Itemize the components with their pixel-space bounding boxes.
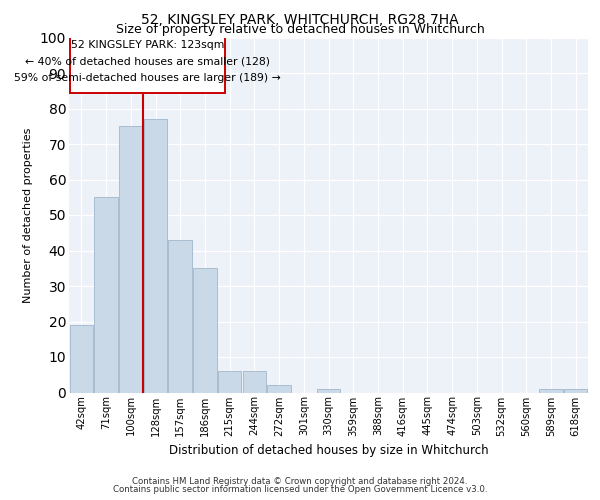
- Text: 59% of semi-detached houses are larger (189) →: 59% of semi-detached houses are larger (…: [14, 72, 281, 83]
- Bar: [193, 268, 217, 392]
- FancyBboxPatch shape: [70, 36, 224, 92]
- Bar: [144, 119, 167, 392]
- Bar: [268, 386, 291, 392]
- Bar: [94, 197, 118, 392]
- Text: ← 40% of detached houses are smaller (128): ← 40% of detached houses are smaller (12…: [25, 56, 270, 66]
- Bar: [119, 126, 143, 392]
- X-axis label: Distribution of detached houses by size in Whitchurch: Distribution of detached houses by size …: [169, 444, 488, 457]
- Bar: [564, 389, 587, 392]
- Bar: [539, 389, 563, 392]
- Y-axis label: Number of detached properties: Number of detached properties: [23, 128, 33, 302]
- Bar: [317, 389, 340, 392]
- Text: Contains public sector information licensed under the Open Government Licence v3: Contains public sector information licen…: [113, 484, 487, 494]
- Text: 52, KINGSLEY PARK, WHITCHURCH, RG28 7HA: 52, KINGSLEY PARK, WHITCHURCH, RG28 7HA: [141, 12, 459, 26]
- Bar: [218, 371, 241, 392]
- Text: Size of property relative to detached houses in Whitchurch: Size of property relative to detached ho…: [116, 22, 484, 36]
- Text: Contains HM Land Registry data © Crown copyright and database right 2024.: Contains HM Land Registry data © Crown c…: [132, 478, 468, 486]
- Bar: [242, 371, 266, 392]
- Bar: [169, 240, 192, 392]
- Bar: [70, 325, 93, 392]
- Text: 52 KINGSLEY PARK: 123sqm: 52 KINGSLEY PARK: 123sqm: [71, 40, 224, 50]
